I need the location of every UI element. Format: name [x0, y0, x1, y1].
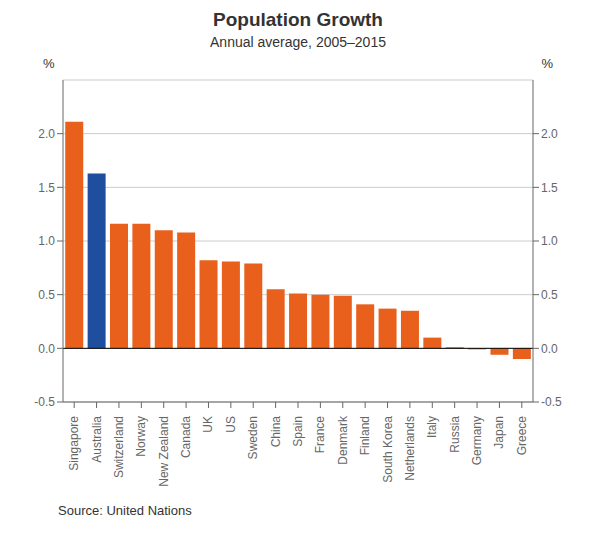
svg-text:Netherlands: Netherlands	[403, 416, 417, 481]
svg-text:US: US	[224, 416, 238, 433]
svg-text:Sweden: Sweden	[246, 416, 260, 459]
svg-text:-0.5: -0.5	[34, 395, 55, 409]
svg-text:France: France	[313, 416, 327, 454]
svg-text:Norway: Norway	[134, 416, 148, 457]
svg-text:Greece: Greece	[515, 416, 529, 456]
svg-text:Japan: Japan	[492, 416, 506, 449]
svg-text:New Zealand: New Zealand	[157, 416, 171, 487]
svg-text:0.5: 0.5	[541, 288, 558, 302]
svg-text:-0.5: -0.5	[541, 395, 562, 409]
svg-text:0.0: 0.0	[541, 342, 558, 356]
svg-text:Switzerland: Switzerland	[112, 416, 126, 478]
html-text:Population Growth: Population Growth	[213, 9, 383, 30]
svg-text:1.0: 1.0	[541, 234, 558, 248]
svg-text:1.5: 1.5	[38, 181, 55, 195]
svg-text:UK: UK	[201, 416, 215, 433]
svg-text:Canada: Canada	[179, 416, 193, 458]
svg-text:2.0: 2.0	[38, 127, 55, 141]
svg-text:Italy: Italy	[425, 416, 439, 438]
html-text:Annual average, 2005–2015: Annual average, 2005–2015	[210, 34, 386, 50]
svg-text:Denmark: Denmark	[336, 415, 350, 465]
svg-text:2.0: 2.0	[541, 127, 558, 141]
svg-text:Finland: Finland	[358, 416, 372, 455]
svg-text:Russia: Russia	[448, 416, 462, 453]
svg-text:1.5: 1.5	[541, 181, 558, 195]
svg-text:Spain: Spain	[291, 416, 305, 447]
svg-text:Germany: Germany	[470, 416, 484, 465]
svg-text:1.0: 1.0	[38, 234, 55, 248]
svg-text:Australia: Australia	[90, 416, 104, 463]
svg-text:Singapore: Singapore	[67, 416, 81, 471]
html-text:Source: United Nations: Source: United Nations	[58, 503, 192, 518]
svg-text:0.5: 0.5	[38, 288, 55, 302]
svg-text:South Korea: South Korea	[381, 416, 395, 483]
svg-text:0.0: 0.0	[38, 342, 55, 356]
svg-text:China: China	[269, 416, 283, 448]
